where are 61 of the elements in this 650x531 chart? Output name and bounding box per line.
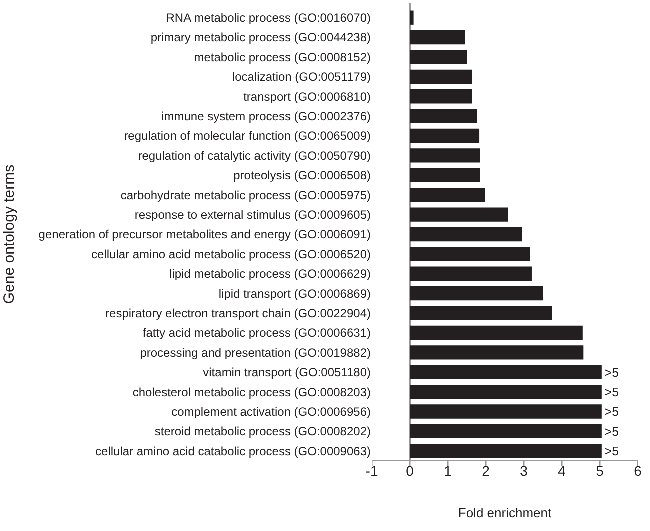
- y-tick-label: steroid metabolic process (GO:0008202): [154, 424, 371, 439]
- data-label: >5: [604, 366, 620, 380]
- x-tick-label: 3: [520, 463, 528, 479]
- x-axis-title: Fold enrichment: [458, 506, 552, 521]
- bar: [410, 346, 584, 360]
- y-tick-label: transport (GO:0006810): [244, 90, 371, 104]
- bar: [410, 10, 414, 25]
- bar: [410, 424, 602, 439]
- x-tick-label: 4: [558, 463, 566, 479]
- y-tick-label: RNA metabolic process (GO:0016070): [166, 11, 371, 26]
- bar: [410, 50, 468, 64]
- bar: [410, 188, 486, 202]
- bar: [410, 168, 480, 182]
- y-tick-label: metabolic process (GO:0008152): [194, 50, 371, 64]
- y-tick-label: fatty acid metabolic process (GO:0006631): [142, 326, 371, 340]
- data-label: >5: [604, 424, 620, 439]
- x-tick-label: 1: [444, 463, 452, 479]
- bar: [410, 266, 532, 281]
- x-tick-label: 5: [596, 463, 604, 479]
- bar: [410, 444, 602, 458]
- data-label: >5: [604, 405, 620, 420]
- y-tick-label: cellular amino acid metabolic process (GO:0006520): [92, 247, 372, 262]
- y-tick-label: vitamin transport (GO:0051180): [203, 366, 371, 380]
- bar: [410, 128, 480, 144]
- data-label: >5: [604, 444, 620, 459]
- y-tick-label: lipid transport (GO:0006869): [218, 286, 371, 301]
- bar: [410, 404, 602, 419]
- y-tick-label: response to external stimulus (GO:0009605): [134, 208, 371, 222]
- y-tick-label: regulation of catalytic activity (GO:0050790): [138, 148, 372, 163]
- y-axis-title: Gene ontology terms: [1, 164, 18, 304]
- x-tick-label: -1: [366, 463, 378, 479]
- bar: [410, 306, 552, 320]
- y-tick-label: cellular amino acid catabolic process (GO:0009063): [96, 444, 371, 458]
- bar: [410, 286, 544, 301]
- bar: [410, 227, 522, 242]
- bar: [410, 384, 602, 400]
- y-tick-label: proteolysis (GO:0006508): [234, 168, 371, 183]
- bar: [410, 365, 602, 380]
- bar: [410, 247, 530, 262]
- y-tick-label: complement activation (GO:0006956): [172, 404, 371, 419]
- bar: [410, 90, 472, 104]
- bar: [410, 208, 508, 222]
- bar: [410, 70, 472, 84]
- y-tick-label: carbohydrate metabolic process (GO:0005975): [120, 188, 371, 202]
- y-tick-label: lipid metabolic process (GO:0006629): [170, 267, 371, 282]
- y-tick-label: primary metabolic process (GO:0044238): [150, 30, 371, 45]
- y-tick-label: localization (GO:0051179): [232, 70, 371, 84]
- bar: [410, 109, 478, 124]
- bar: [410, 30, 466, 45]
- x-tick-label: 0: [406, 463, 414, 479]
- x-tick-label: 2: [482, 463, 490, 479]
- y-tick-label: immune system process (GO:0002376): [162, 110, 371, 124]
- bar: [410, 148, 480, 163]
- y-tick-label: generation of precursor metabolites and energy (GO:0006091): [38, 228, 371, 242]
- data-label: >5: [604, 386, 620, 400]
- y-tick-label: regulation of molecular function (GO:0065009): [124, 129, 371, 144]
- y-tick-label: processing and presentation (GO:0019882): [140, 346, 372, 360]
- y-tick-label: cholesterol metabolic process (GO:0008203): [132, 385, 371, 400]
- bar: [410, 326, 583, 340]
- y-tick-label: respiratory electron transport chain (GO:0022904): [106, 306, 371, 320]
- x-tick-label: 6: [634, 463, 642, 479]
